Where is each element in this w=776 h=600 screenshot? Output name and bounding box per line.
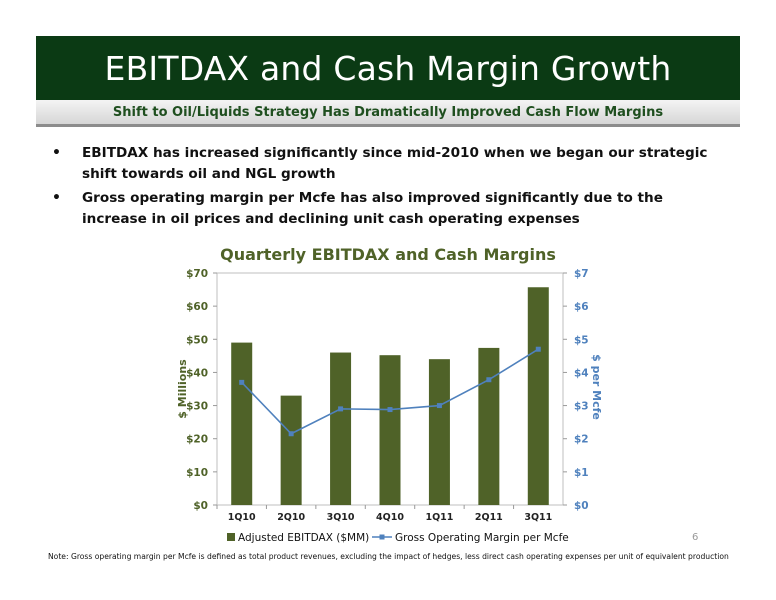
y-tick-label: $30 <box>186 401 208 413</box>
title-bar: EBITDAX and Cash Margin Growth <box>36 36 740 100</box>
subtitle-bar: Shift to Oil/Liquids Strategy Has Dramat… <box>36 100 740 127</box>
y2-tick-label: $2 <box>574 434 589 446</box>
x-tick-label: 3Q11 <box>524 512 552 523</box>
y-tick-label: $70 <box>186 268 208 280</box>
x-tick-label: 2Q11 <box>475 512 503 523</box>
bullet-icon: • <box>52 190 61 206</box>
margin-point-1q11 <box>436 403 442 409</box>
legend-bar-label: Adjusted EBITDAX ($MM) <box>238 532 369 544</box>
y2-tick-label: $1 <box>574 467 589 479</box>
y2-tick-label: $3 <box>574 401 589 413</box>
margin-point-1q10 <box>239 379 245 385</box>
x-tick-label: 3Q10 <box>327 512 355 523</box>
bullet-text: Gross operating margin per Mcfe has also… <box>82 190 663 227</box>
chart-title: Quarterly EBITDAX and Cash Margins <box>220 245 556 264</box>
x-tick-label: 2Q10 <box>277 512 305 523</box>
y-axis-label: $ Millions <box>176 359 189 419</box>
y2-tick-label: $0 <box>574 500 589 512</box>
footnote: Note: Gross operating margin per Mcfe is… <box>48 552 729 561</box>
bar-2q11 <box>478 347 500 505</box>
y2-axis-label: $ per Mcfe <box>590 354 603 420</box>
y2-tick-label: $6 <box>574 301 589 313</box>
margin-point-3q11 <box>535 346 541 352</box>
bullet-item: • EBITDAX has increased significantly si… <box>52 143 732 185</box>
x-tick-label: 1Q11 <box>425 512 453 523</box>
bar-2q10 <box>280 395 302 505</box>
page-number: 6 <box>692 532 699 543</box>
y-tick-label: $40 <box>186 367 208 379</box>
y-tick-label: $0 <box>193 500 208 512</box>
slide-title: EBITDAX and Cash Margin Growth <box>104 48 672 88</box>
bar-1q11 <box>428 359 450 505</box>
bar-4q10 <box>379 355 401 505</box>
y-tick-label: $20 <box>186 434 208 446</box>
legend-bar-swatch <box>227 533 235 541</box>
y-tick-label: $60 <box>186 301 208 313</box>
y2-tick-label: $4 <box>574 367 589 379</box>
bullet-icon: • <box>52 145 61 161</box>
margin-point-2q11 <box>486 377 492 383</box>
bullet-list: • EBITDAX has increased significantly si… <box>52 143 732 233</box>
y-tick-label: $10 <box>186 467 208 479</box>
margin-point-4q10 <box>387 407 393 413</box>
margin-point-2q10 <box>288 431 294 437</box>
bullet-item: • Gross operating margin per Mcfe has al… <box>52 188 732 230</box>
legend-line-marker <box>379 534 385 540</box>
margin-point-3q10 <box>338 406 344 412</box>
x-tick-label: 4Q10 <box>376 512 404 523</box>
legend-line-label: Gross Operating Margin per Mcfe <box>395 532 569 544</box>
slide-subtitle: Shift to Oil/Liquids Strategy Has Dramat… <box>112 104 664 120</box>
bullet-text: EBITDAX has increased significantly sinc… <box>82 145 708 182</box>
y2-tick-label: $7 <box>574 268 589 280</box>
bar-3q11 <box>527 287 549 505</box>
y2-tick-label: $5 <box>574 334 589 346</box>
bar-3q10 <box>330 352 352 505</box>
bar-1q10 <box>231 342 253 505</box>
x-tick-label: 1Q10 <box>228 512 256 523</box>
y-tick-label: $50 <box>186 334 208 346</box>
